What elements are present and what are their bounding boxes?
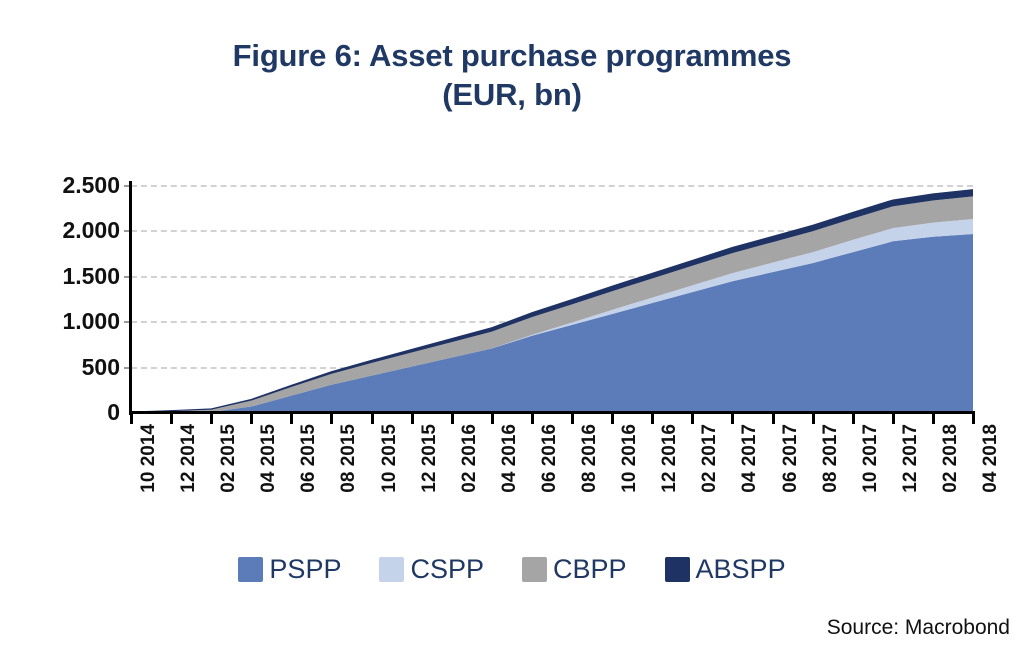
x-tick-mark bbox=[651, 412, 655, 424]
y-axis-line bbox=[129, 181, 132, 415]
x-axis-label: 12 2014 bbox=[178, 424, 200, 493]
x-tick-mark bbox=[410, 412, 414, 424]
x-tick-mark bbox=[771, 412, 775, 424]
x-tick-mark bbox=[490, 412, 494, 424]
area-series-abspp bbox=[131, 189, 973, 412]
legend-label: CSPP bbox=[410, 554, 484, 584]
source-note: Source: Macrobond bbox=[826, 616, 1010, 639]
x-tick-mark bbox=[972, 412, 975, 424]
area-series-cspp bbox=[131, 219, 973, 412]
x-axis-label: 04 2015 bbox=[258, 424, 280, 493]
x-axis-label: 02 2017 bbox=[699, 424, 721, 493]
x-tick-mark bbox=[530, 412, 534, 424]
x-axis-label: 06 2017 bbox=[779, 424, 801, 493]
gridline-1500 bbox=[131, 275, 973, 278]
legend-item-cbpp[interactable]: CBPP bbox=[522, 556, 627, 583]
x-axis-label: 12 2015 bbox=[418, 424, 440, 493]
x-axis-label: 04 2017 bbox=[739, 424, 761, 493]
figure-title-line-1: Figure 6: Asset purchase programmes bbox=[232, 38, 792, 73]
legend-label: ABSPP bbox=[695, 554, 786, 584]
x-axis-label: 04 2016 bbox=[498, 424, 520, 493]
x-tick-mark bbox=[450, 412, 454, 424]
y-axis-label: 1.000 bbox=[62, 308, 120, 335]
y-axis-label: 1.500 bbox=[62, 262, 120, 289]
y-tick-mark-2500 bbox=[124, 185, 131, 187]
x-axis-label: 02 2015 bbox=[218, 424, 240, 493]
y-axis-label: 2.000 bbox=[62, 217, 120, 244]
legend-item-cspp[interactable]: CSPP bbox=[379, 556, 484, 583]
gridline-2000 bbox=[131, 230, 973, 233]
x-tick-mark bbox=[210, 412, 214, 424]
x-tick-mark bbox=[811, 412, 815, 424]
x-axis-label: 06 2015 bbox=[298, 424, 320, 493]
x-tick-mark bbox=[891, 412, 895, 424]
y-tick-mark-500 bbox=[124, 366, 131, 369]
x-tick-mark bbox=[250, 412, 254, 424]
y-axis-label: 500 bbox=[81, 353, 120, 380]
y-tick-mark-2000 bbox=[124, 230, 131, 233]
x-tick-mark bbox=[691, 412, 695, 424]
figure-title-line-2: (EUR, bn) bbox=[442, 77, 582, 112]
y-tick-mark-1000 bbox=[124, 321, 131, 324]
legend-label: CBPP bbox=[553, 554, 627, 584]
x-tick-mark bbox=[931, 412, 935, 424]
legend-item-pspp[interactable]: PSPP bbox=[238, 556, 341, 583]
chart-legend: PSPP CSPP CBPP ABSPP bbox=[0, 556, 1024, 583]
x-tick-mark bbox=[370, 412, 374, 424]
x-axis-label: 08 2016 bbox=[579, 424, 601, 493]
x-axis-label: 06 2016 bbox=[538, 424, 560, 493]
x-axis-label: 10 2014 bbox=[138, 424, 159, 493]
x-axis-label: 10 2017 bbox=[859, 424, 881, 493]
x-tick-mark bbox=[571, 412, 575, 424]
x-axis-label: 10 2016 bbox=[619, 424, 641, 493]
x-tick-mark bbox=[330, 412, 334, 424]
x-tick-mark bbox=[170, 412, 174, 424]
x-tick-mark bbox=[290, 412, 294, 424]
y-tick-mark-1500 bbox=[124, 275, 131, 278]
figure-title: Figure 6: Asset purchase programmes (EUR… bbox=[0, 36, 1024, 114]
stacked-area-series bbox=[131, 189, 973, 412]
x-axis-ticks bbox=[130, 412, 975, 424]
x-axis-label: 08 2015 bbox=[338, 424, 360, 493]
x-axis-label: 12 2017 bbox=[899, 424, 921, 493]
y-axis-label: 2.500 bbox=[62, 172, 120, 198]
legend-item-abspp[interactable]: ABSPP bbox=[664, 554, 786, 584]
x-tick-mark bbox=[611, 412, 615, 424]
y-axis-label: 0 bbox=[107, 399, 120, 425]
x-axis-label: 04 2018 bbox=[980, 424, 1001, 493]
legend-label: PSPP bbox=[269, 554, 342, 584]
x-tick-mark bbox=[731, 412, 735, 424]
area-series-cbpp bbox=[131, 196, 973, 412]
legend-swatch-icon bbox=[522, 557, 547, 582]
x-axis-line bbox=[129, 411, 975, 414]
x-tick-mark bbox=[851, 412, 855, 424]
x-axis-label: 08 2017 bbox=[819, 424, 841, 493]
area-series-pspp bbox=[131, 234, 973, 412]
x-axis-label: 12 2016 bbox=[659, 424, 681, 493]
x-axis-label: 02 2016 bbox=[458, 424, 480, 493]
legend-swatch-icon bbox=[379, 557, 405, 582]
x-axis-label: 10 2015 bbox=[378, 424, 400, 493]
x-tick-mark bbox=[130, 412, 133, 424]
gridline-2500 bbox=[131, 185, 973, 187]
x-axis-label: 02 2018 bbox=[939, 424, 961, 493]
legend-swatch-icon bbox=[238, 557, 264, 582]
legend-swatch-icon bbox=[664, 557, 690, 582]
